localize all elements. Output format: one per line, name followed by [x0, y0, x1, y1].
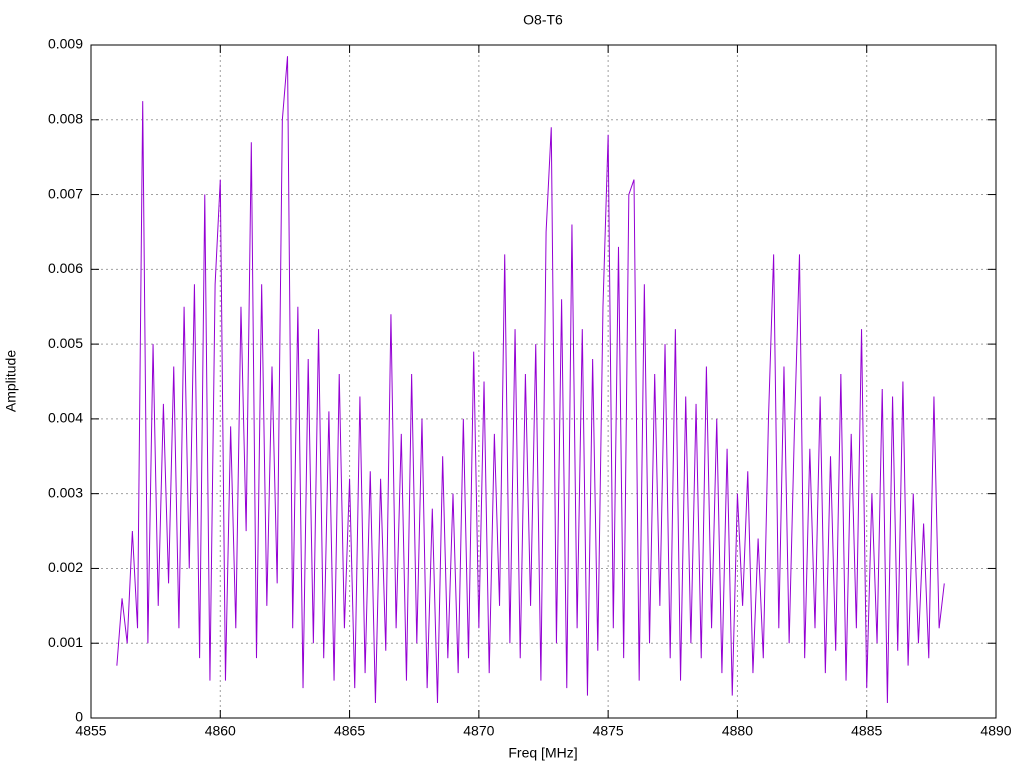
x-axis-label: Freq [MHz] — [508, 745, 577, 761]
x-tick-label: 4890 — [980, 723, 1011, 739]
x-tick-label: 4870 — [463, 723, 494, 739]
y-tick-label: 0.001 — [48, 634, 83, 650]
y-tick-label: 0 — [75, 709, 83, 725]
x-tick-label: 4885 — [851, 723, 882, 739]
x-tick-label: 4880 — [722, 723, 753, 739]
x-tick-label: 4855 — [75, 723, 106, 739]
y-axis-label: Amplitude — [3, 350, 19, 412]
y-tick-label: 0.009 — [48, 36, 83, 52]
x-tick-label: 4865 — [334, 723, 365, 739]
y-tick-label: 0.006 — [48, 260, 83, 276]
y-tick-label: 0.008 — [48, 110, 83, 126]
x-tick-label: 4860 — [205, 723, 236, 739]
chart-title: O8-T6 — [523, 12, 563, 28]
x-tick-label: 4875 — [593, 723, 624, 739]
y-tick-label: 0.003 — [48, 484, 83, 500]
y-tick-label: 0.004 — [48, 410, 83, 426]
plot-border — [90, 44, 997, 719]
y-tick-label: 0.007 — [48, 185, 83, 201]
y-tick-label: 0.005 — [48, 335, 83, 351]
y-tick-label: 0.002 — [48, 559, 83, 575]
data-line — [116, 56, 945, 704]
